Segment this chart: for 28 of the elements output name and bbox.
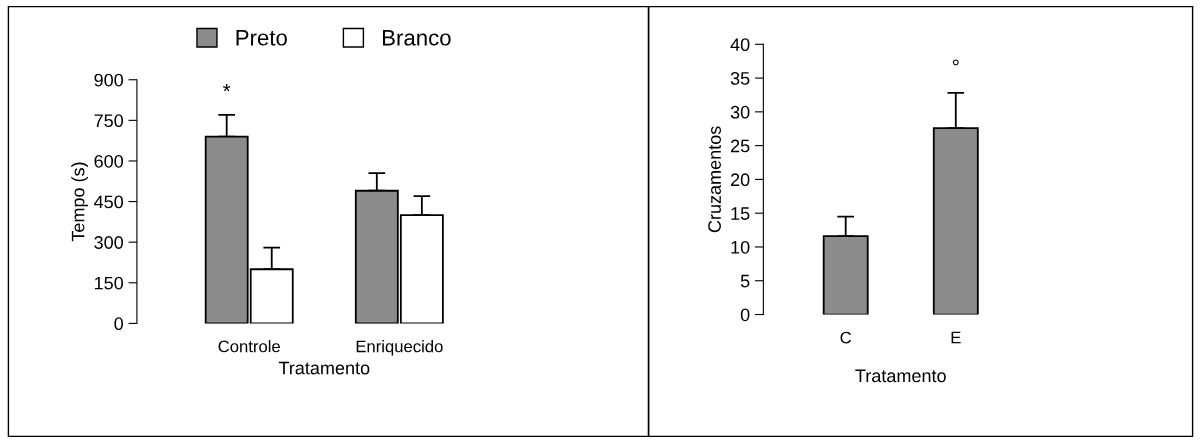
x-tick-label: Enriquecido: [356, 340, 443, 356]
legend-label: Branco: [383, 30, 451, 46]
y-tick-label: 300: [94, 236, 124, 249]
annotation: °: [952, 59, 959, 66]
annotation: *: [222, 84, 231, 92]
y-tick-label: 40: [730, 38, 750, 52]
y-tick-label: 150: [94, 276, 124, 290]
y-tick-label: 35: [730, 72, 750, 85]
y-tick-label: 450: [94, 195, 124, 209]
x-axis-title: Tratamento: [855, 369, 946, 383]
y-tick-label: 10: [731, 240, 750, 254]
y-tick-label: 20: [730, 173, 750, 187]
x-tick-label: E: [951, 331, 961, 344]
y-tick-label: 0: [114, 317, 124, 331]
y-tick-label: 25: [730, 139, 750, 153]
x-axis-title: Tratamento: [278, 361, 370, 375]
y-axis-title: Cruzamentos: [708, 126, 721, 233]
x-tick-label: C: [840, 331, 852, 344]
y-tick-label: 600: [94, 154, 124, 168]
y-tick-label: 0: [740, 308, 750, 322]
y-tick-label: 30: [730, 105, 750, 119]
y-axis-title: Tempo (s): [71, 162, 89, 242]
x-tick-label: Controle: [218, 340, 280, 353]
legend-label: Preto: [236, 30, 287, 46]
y-tick-label: 750: [94, 114, 124, 128]
y-tick-label: 5: [740, 274, 750, 288]
y-tick-label: 900: [94, 73, 124, 87]
y-tick-label: 15: [731, 207, 750, 220]
